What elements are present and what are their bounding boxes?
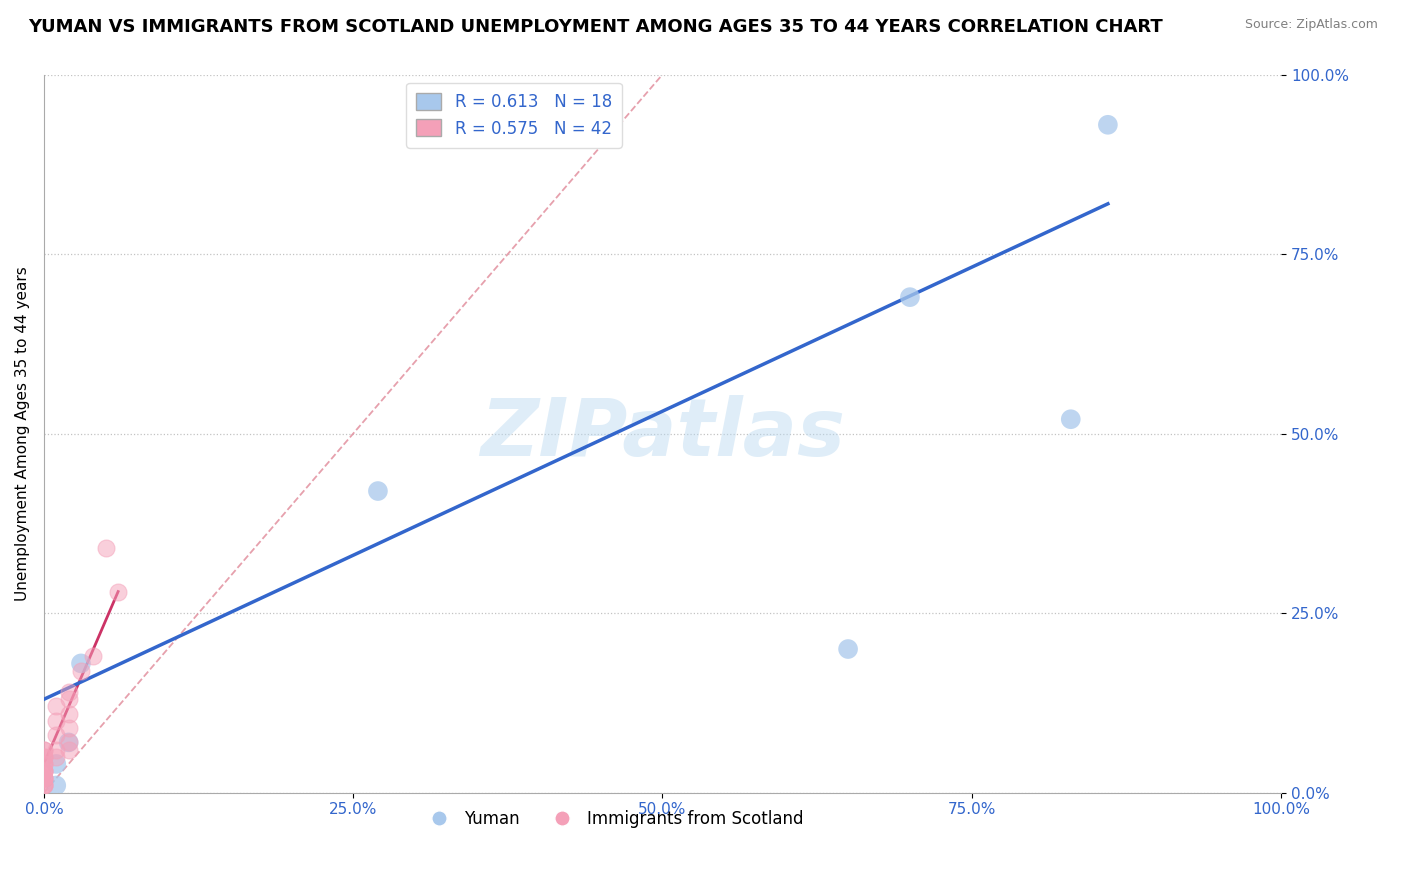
Point xyxy=(70,657,93,671)
Point xyxy=(32,764,55,778)
Text: YUMAN VS IMMIGRANTS FROM SCOTLAND UNEMPLOYMENT AMONG AGES 35 TO 44 YEARS CORRELA: YUMAN VS IMMIGRANTS FROM SCOTLAND UNEMPL… xyxy=(28,18,1163,36)
Point xyxy=(1060,412,1083,426)
Point xyxy=(32,779,55,793)
Point xyxy=(45,699,67,714)
Text: Source: ZipAtlas.com: Source: ZipAtlas.com xyxy=(1244,18,1378,31)
Point xyxy=(94,541,117,556)
Point xyxy=(58,721,80,735)
Point xyxy=(32,749,55,764)
Point xyxy=(367,483,389,498)
Point xyxy=(32,772,55,786)
Point xyxy=(32,772,55,786)
Text: ZIPatlas: ZIPatlas xyxy=(479,394,845,473)
Point xyxy=(82,649,104,664)
Point xyxy=(58,692,80,706)
Point xyxy=(58,685,80,699)
Point xyxy=(898,290,921,304)
Point xyxy=(45,779,67,793)
Point xyxy=(1097,118,1119,132)
Point xyxy=(45,756,67,771)
Point xyxy=(32,764,55,778)
Point xyxy=(58,735,80,749)
Point xyxy=(45,742,67,756)
Legend: Yuman, Immigrants from Scotland: Yuman, Immigrants from Scotland xyxy=(416,804,810,835)
Point xyxy=(32,764,55,778)
Point xyxy=(32,772,55,786)
Point xyxy=(32,749,55,764)
Point xyxy=(70,664,93,678)
Point xyxy=(837,642,859,657)
Point xyxy=(45,749,67,764)
Point xyxy=(32,779,55,793)
Point xyxy=(32,742,55,756)
Point xyxy=(32,779,55,793)
Point xyxy=(107,584,129,599)
Point xyxy=(32,756,55,771)
Point xyxy=(32,742,55,756)
Point xyxy=(58,735,80,749)
Y-axis label: Unemployment Among Ages 35 to 44 years: Unemployment Among Ages 35 to 44 years xyxy=(15,266,30,601)
Point xyxy=(45,714,67,728)
Point xyxy=(58,742,80,756)
Point xyxy=(32,756,55,771)
Point xyxy=(45,728,67,742)
Point xyxy=(58,706,80,721)
